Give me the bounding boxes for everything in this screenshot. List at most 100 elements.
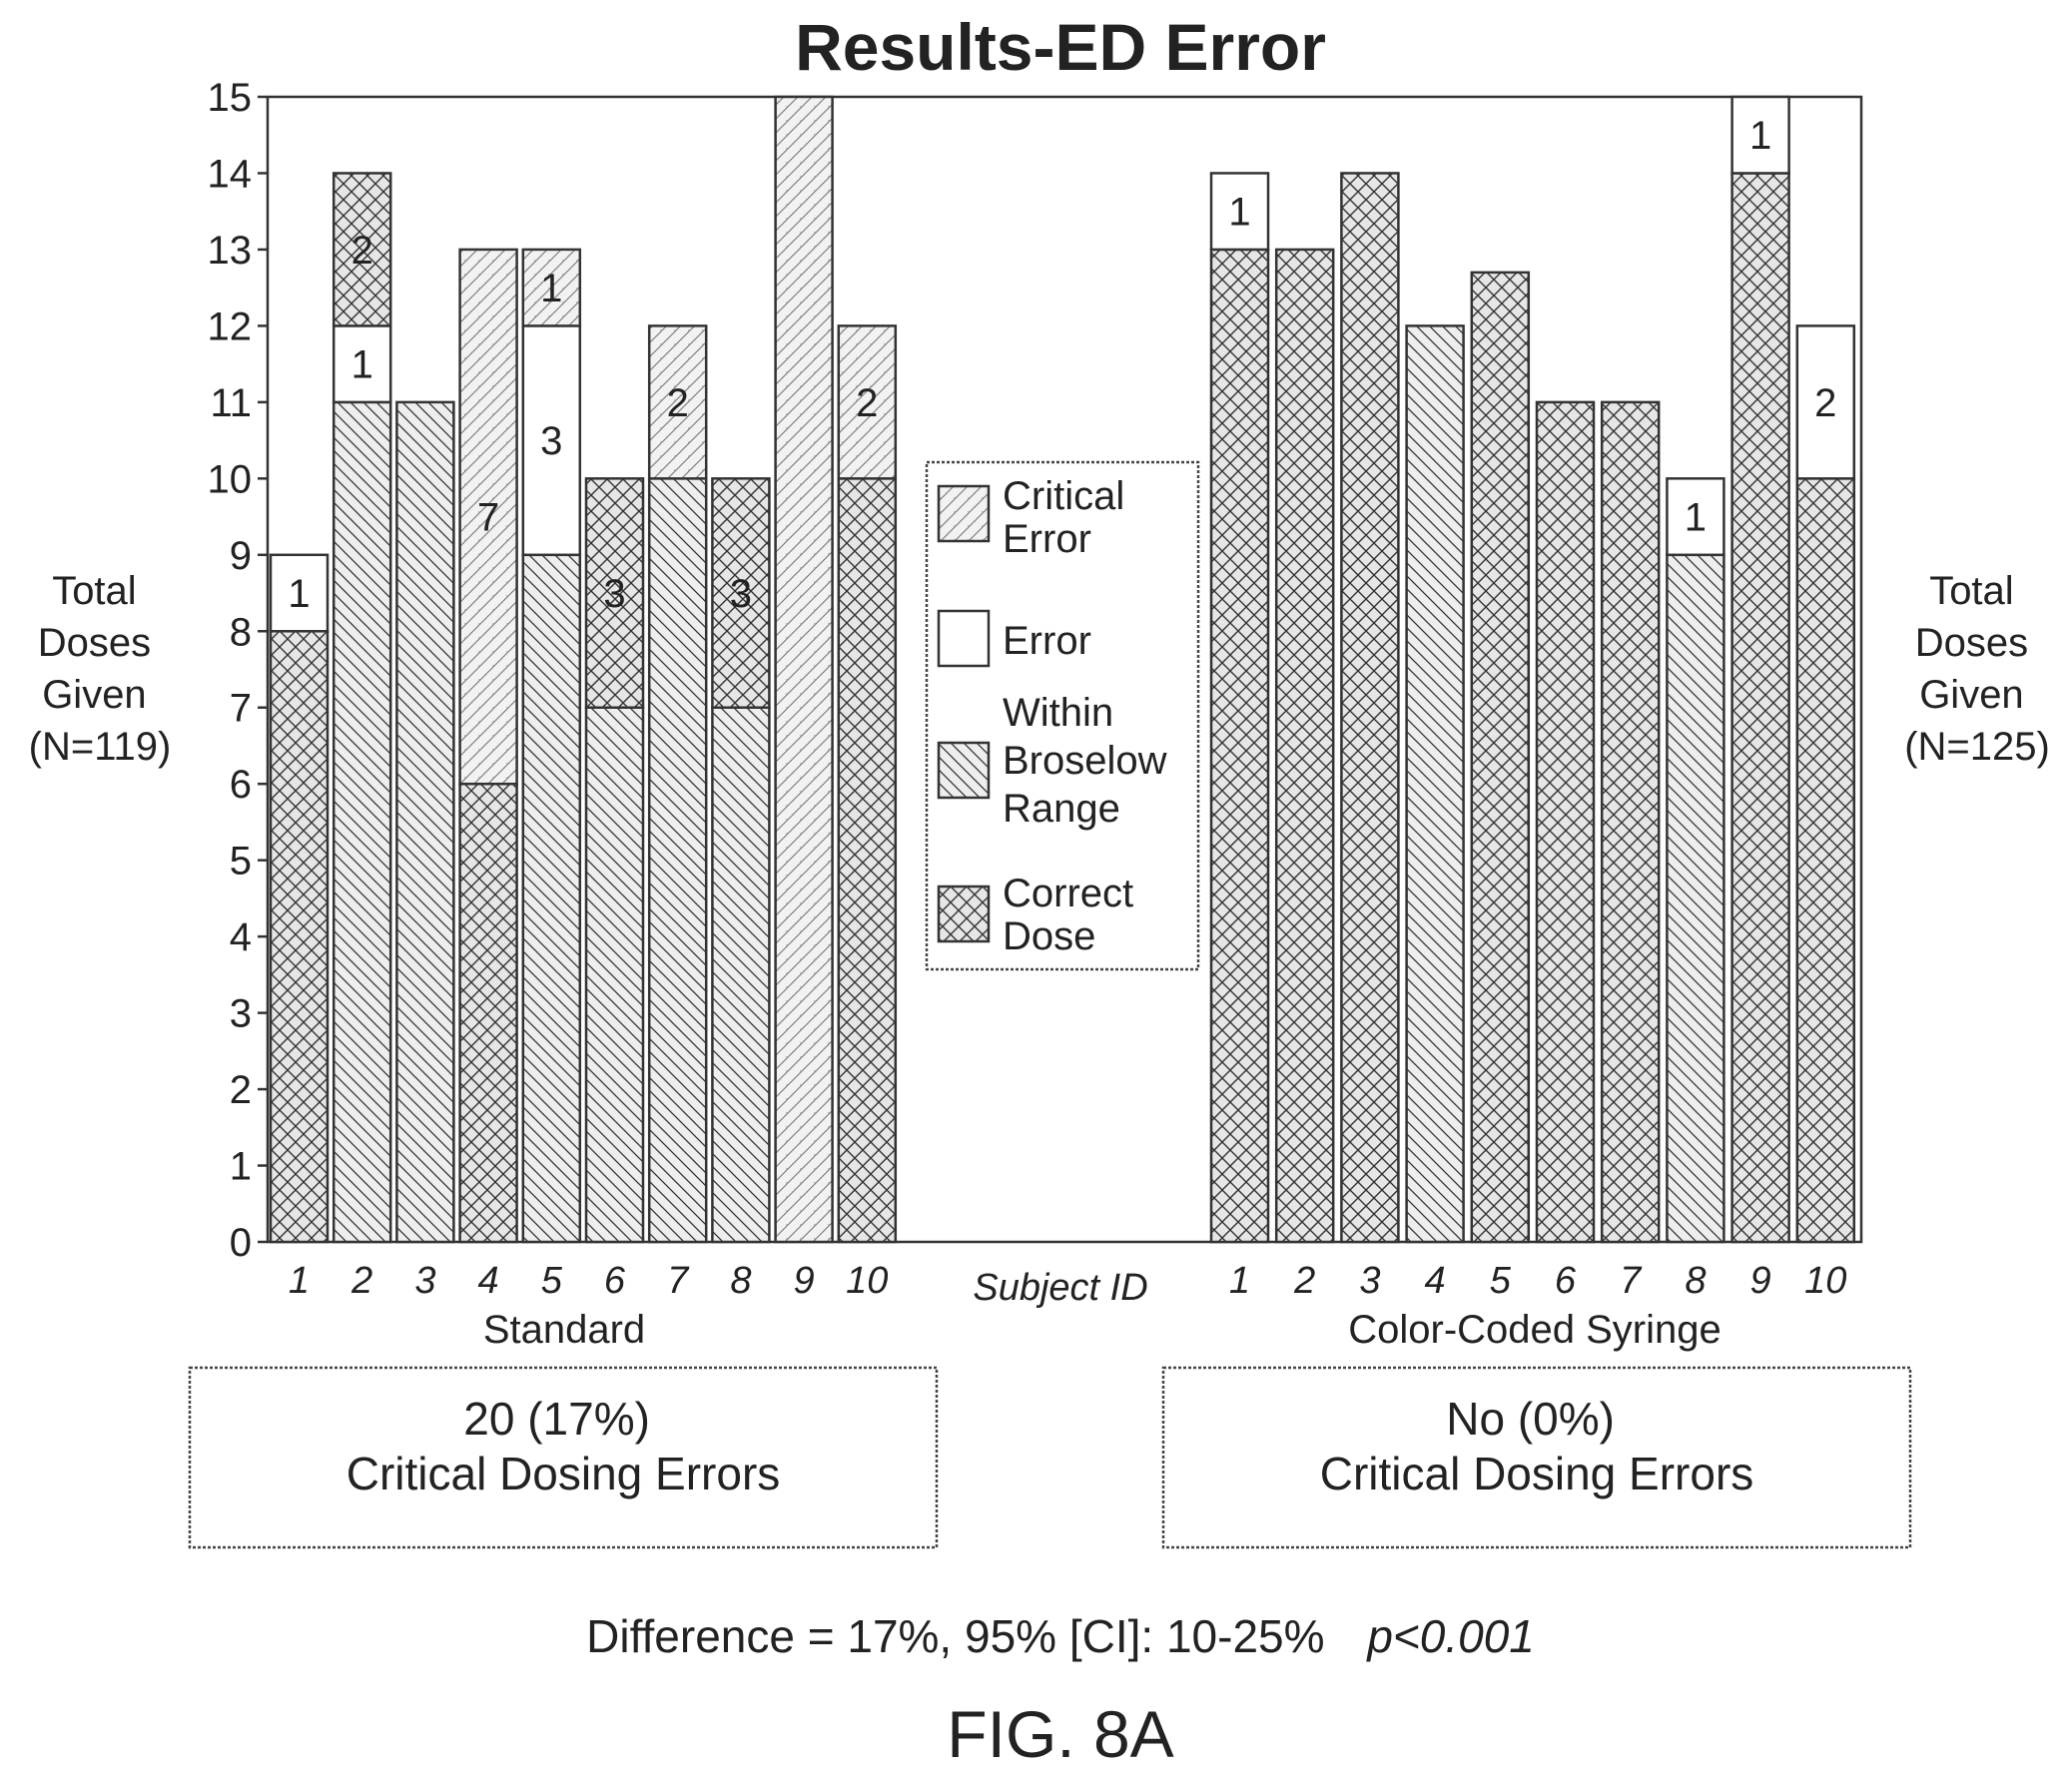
x-tick-label: 2 [1293, 1260, 1315, 1302]
bar-segment-correct [837, 477, 898, 1244]
x-tick-label: 4 [478, 1260, 499, 1302]
chart-title: Results-ED Error [795, 10, 1326, 84]
group-label-color-coded: Color-Coded Syringe [1348, 1308, 1722, 1352]
bar-segment-correct [1470, 271, 1531, 1244]
bar-segment-error [521, 324, 582, 557]
summary-standard-line: 20 (17%) [463, 1393, 650, 1445]
bar-segment-critical [774, 95, 834, 1244]
bar-segment-label: 1 [1685, 496, 1707, 540]
y-tick-label: 1 [230, 1145, 252, 1189]
legend-label-critical-error: Critical Error [1003, 474, 1135, 561]
summary-standard-line: Critical Dosing Errors [346, 1448, 781, 1499]
y-axis-label-left: Total Doses Given (N=119) [29, 569, 172, 769]
x-tick-label: 5 [1490, 1260, 1512, 1302]
bar-segment-critical [647, 324, 708, 480]
bar-segment-label: 7 [477, 496, 499, 540]
y-axis-label-left-line: Total [52, 569, 137, 613]
legend-swatch-correct-dose [937, 885, 991, 943]
y-axis-label-left-line: Given [42, 673, 147, 717]
bar-segment-error [1666, 477, 1726, 557]
x-axis-label: Subject ID [973, 1267, 1147, 1309]
x-tick-label: 1 [1229, 1260, 1250, 1302]
y-axis-label-left-line: Doses [38, 621, 151, 665]
bar-segment-within [647, 477, 708, 1244]
summary-color-coded-line: Critical Dosing Errors [1320, 1448, 1754, 1499]
x-tick-label: 5 [541, 1260, 563, 1302]
bar-segment-critical [837, 324, 898, 480]
x-tick-label: 7 [1620, 1260, 1643, 1302]
x-tick-label: 10 [1804, 1260, 1846, 1302]
y-tick-label: 4 [230, 915, 252, 959]
bar-segment-label: 1 [1749, 114, 1771, 158]
bar-segment-correct [711, 477, 771, 709]
group-label-standard: Standard [483, 1308, 645, 1352]
y-tick-label: 6 [230, 763, 252, 807]
bar-segment-correct [584, 477, 645, 709]
x-tick-label: 8 [1685, 1260, 1706, 1302]
bar-segment-error [1795, 324, 1856, 480]
bar-segment-error [269, 553, 330, 633]
y-tick-label: 3 [230, 992, 252, 1036]
bar-segment-label: 2 [351, 229, 373, 273]
bar-segment-correct [269, 630, 330, 1244]
bar-segment-label: 2 [667, 381, 689, 425]
x-tick-label: 2 [350, 1260, 372, 1302]
y-tick-label: 15 [208, 76, 253, 120]
y-tick-label: 9 [230, 534, 252, 578]
bar-segment-within [1666, 553, 1726, 1244]
x-tick-label: 10 [846, 1260, 888, 1302]
legend-swatch-within-broselow-range [937, 741, 991, 800]
x-tick-label: 4 [1425, 1260, 1446, 1302]
x-tick-label: 1 [289, 1260, 310, 1302]
bar-segment-within [584, 706, 645, 1244]
legend-label-correct-dose: Correct Dose [1003, 872, 1144, 958]
y-tick-label: 10 [208, 457, 253, 501]
bar-segment-correct [1274, 248, 1335, 1244]
bar-segment-within [395, 400, 455, 1244]
summary-box-color-coded [1161, 1366, 1912, 1549]
bar-segment-correct [1600, 400, 1661, 1244]
x-tick-label: 6 [604, 1260, 626, 1302]
bar-segment-correct [332, 172, 392, 327]
plot-area-frame [266, 95, 1863, 1244]
p-value-text: p<0.001 [1365, 1610, 1535, 1662]
y-axis-label-right-line: Total [1929, 569, 2014, 613]
bar-segment-label: 1 [1228, 191, 1250, 235]
bar-segment-critical [458, 248, 518, 786]
bar-segment-correct [1340, 172, 1400, 1244]
difference-ci-text: Difference = 17%, 95% [CI]: 10-25% [586, 1610, 1324, 1662]
legend: Critical Error Error Within Broselow Ran… [925, 460, 1200, 971]
bar-segment-correct [1730, 172, 1790, 1244]
y-tick-label: 14 [208, 152, 253, 196]
bar-segment-error [1730, 95, 1790, 175]
bar-segment-correct [1535, 400, 1596, 1244]
bar-segment-within [1405, 324, 1465, 1244]
y-axis-label-right-line: Given [1919, 673, 2024, 717]
y-axis-label-right-line: Doses [1915, 621, 2028, 665]
summary-color-coded: No (0%) Critical Dosing Errors [1320, 1393, 1754, 1499]
y-axis-label-right-line: (N=125) [1904, 725, 2050, 769]
bar-segment-label: 3 [540, 419, 562, 463]
legend-label-within-broselow-range: Within Broselow Range [1003, 691, 1178, 831]
x-tick-label: 3 [1359, 1260, 1380, 1302]
legend-swatch-critical-error [937, 484, 991, 543]
y-tick-label: 11 [210, 381, 252, 425]
bar-segment-correct [1795, 477, 1856, 1244]
bar-segment-label: 3 [730, 572, 752, 616]
bar-segment-correct [458, 782, 518, 1244]
legend-box [925, 460, 1200, 971]
summary-box-standard [188, 1366, 939, 1549]
x-tick-label: 7 [667, 1260, 690, 1302]
x-tick-label: 9 [794, 1260, 815, 1302]
bar-segment-error [1209, 172, 1270, 252]
bar-segment-label: 1 [540, 267, 562, 310]
x-axis-ticks: 1 2 3 4 5 6 7 8 9 10 1 2 3 4 5 6 7 8 9 10 [289, 1260, 1847, 1302]
x-tick-label: 8 [730, 1260, 751, 1302]
y-tick-label: 5 [230, 840, 252, 884]
y-tick-label: 7 [230, 687, 252, 731]
x-tick-label: 3 [414, 1260, 435, 1302]
bar-segment-label: 2 [1814, 381, 1836, 425]
